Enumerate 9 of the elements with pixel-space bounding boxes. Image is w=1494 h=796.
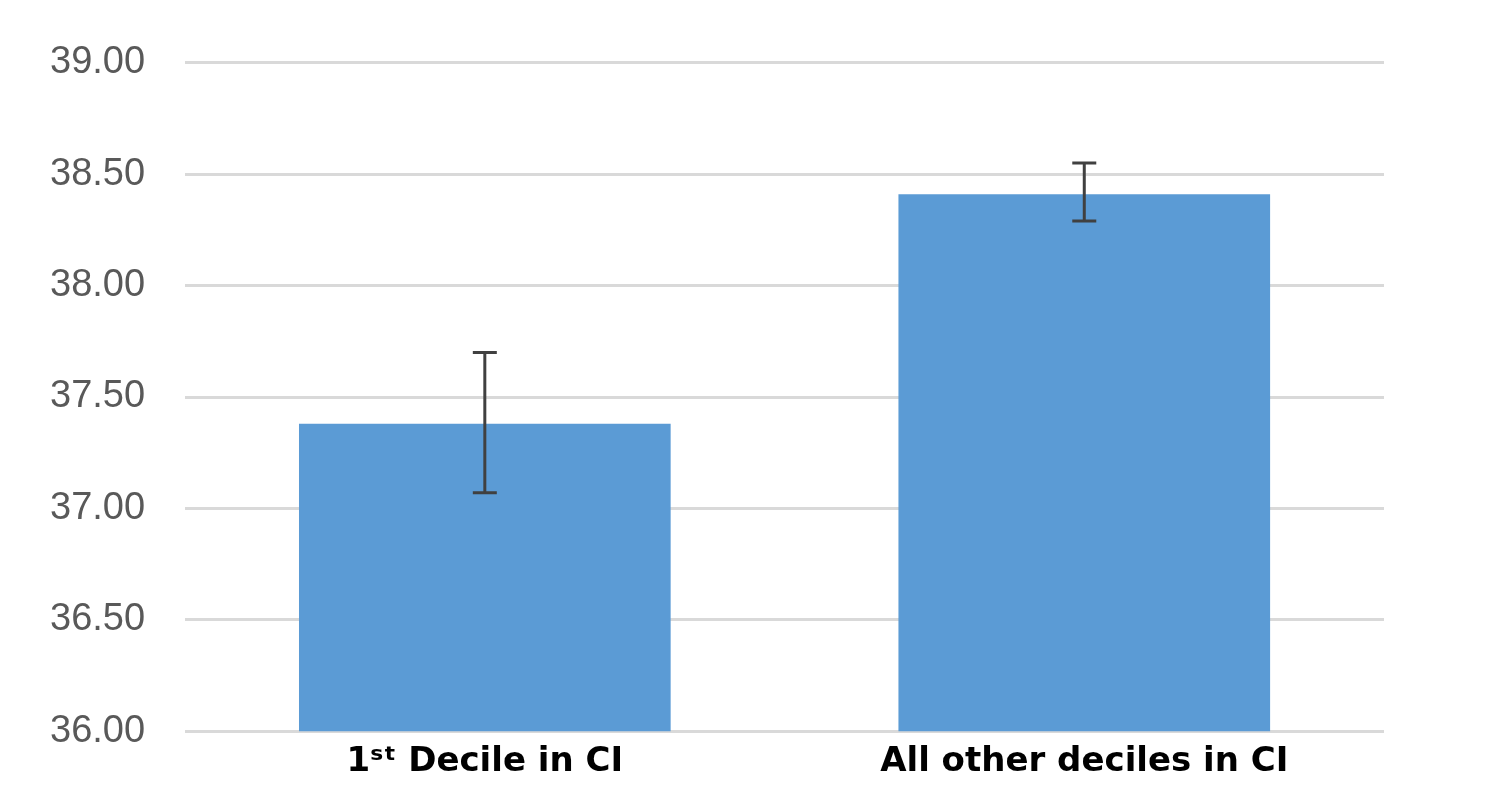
- x-tick-label: All other deciles in CI: [880, 739, 1289, 780]
- y-tick-label: 37.00: [50, 484, 146, 527]
- y-tick-label: 36.00: [50, 707, 146, 750]
- y-tick-label: 39.00: [50, 39, 146, 82]
- y-tick-label: 37.50: [50, 373, 146, 416]
- x-tick-label: 1ˢᵗ Decile in CI: [346, 739, 624, 780]
- y-tick-label: 38.50: [50, 150, 146, 193]
- y-tick-label: 38.00: [50, 262, 146, 305]
- y-tick-label: 36.50: [50, 596, 146, 639]
